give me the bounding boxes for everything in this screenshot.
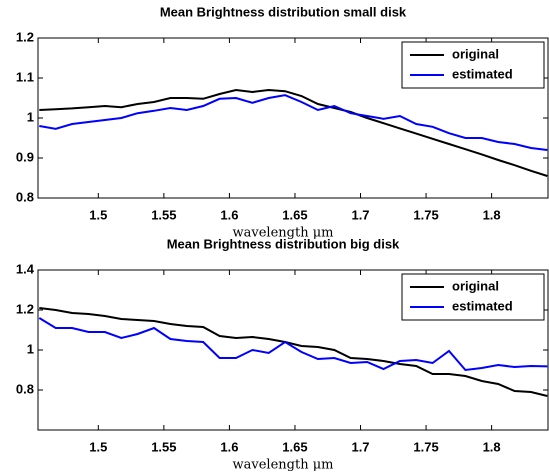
x-tick-label: 1.6 [220,207,238,222]
x-tick-label: 1.5 [89,207,107,222]
x-tick-label: 1.8 [483,207,501,222]
x-tick-label: 1.6 [220,439,238,454]
y-tick-label: 0.8 [16,381,34,396]
x-axis-label: wavelength μm [233,458,334,472]
chart-title: Mean Brightness distribution big disk [167,236,400,251]
legend-box [401,41,545,89]
y-tick-label: 1 [27,109,34,124]
x-tick-label: 1.5 [89,439,107,454]
x-tick-label: 1.65 [282,207,307,222]
x-tick-label: 1.75 [413,439,438,454]
y-tick-label: 0.9 [16,149,34,164]
y-tick-label: 1.2 [16,301,34,316]
legend-label: estimated [452,298,513,313]
x-axis-label: wavelength μm [233,226,334,241]
y-tick-label: 1.1 [16,69,34,84]
x-tick-label: 1.7 [351,207,369,222]
y-tick-label: 1.2 [16,29,34,44]
data-line [39,88,548,177]
y-tick-label: 1 [27,341,34,356]
legend-label: original [452,46,499,61]
x-tick-label: 1.8 [483,439,501,454]
data-line [39,307,548,397]
y-tick-label: 1.4 [16,261,35,276]
plot-frame [37,269,549,431]
data-line [38,317,548,372]
plot-frame [37,37,549,199]
legend-label: original [452,278,499,293]
x-tick-label: 1.65 [282,439,307,454]
y-tick-label: 0.8 [16,189,34,204]
x-tick-label: 1.55 [151,439,176,454]
data-line [39,94,548,151]
chart-title: Mean Brightness distribution small disk [160,4,407,19]
x-tick-label: 1.55 [151,207,176,222]
x-tick-label: 1.7 [351,439,369,454]
x-tick-label: 1.75 [413,207,438,222]
legend-label: estimated [452,66,513,81]
legend-box [401,273,545,321]
